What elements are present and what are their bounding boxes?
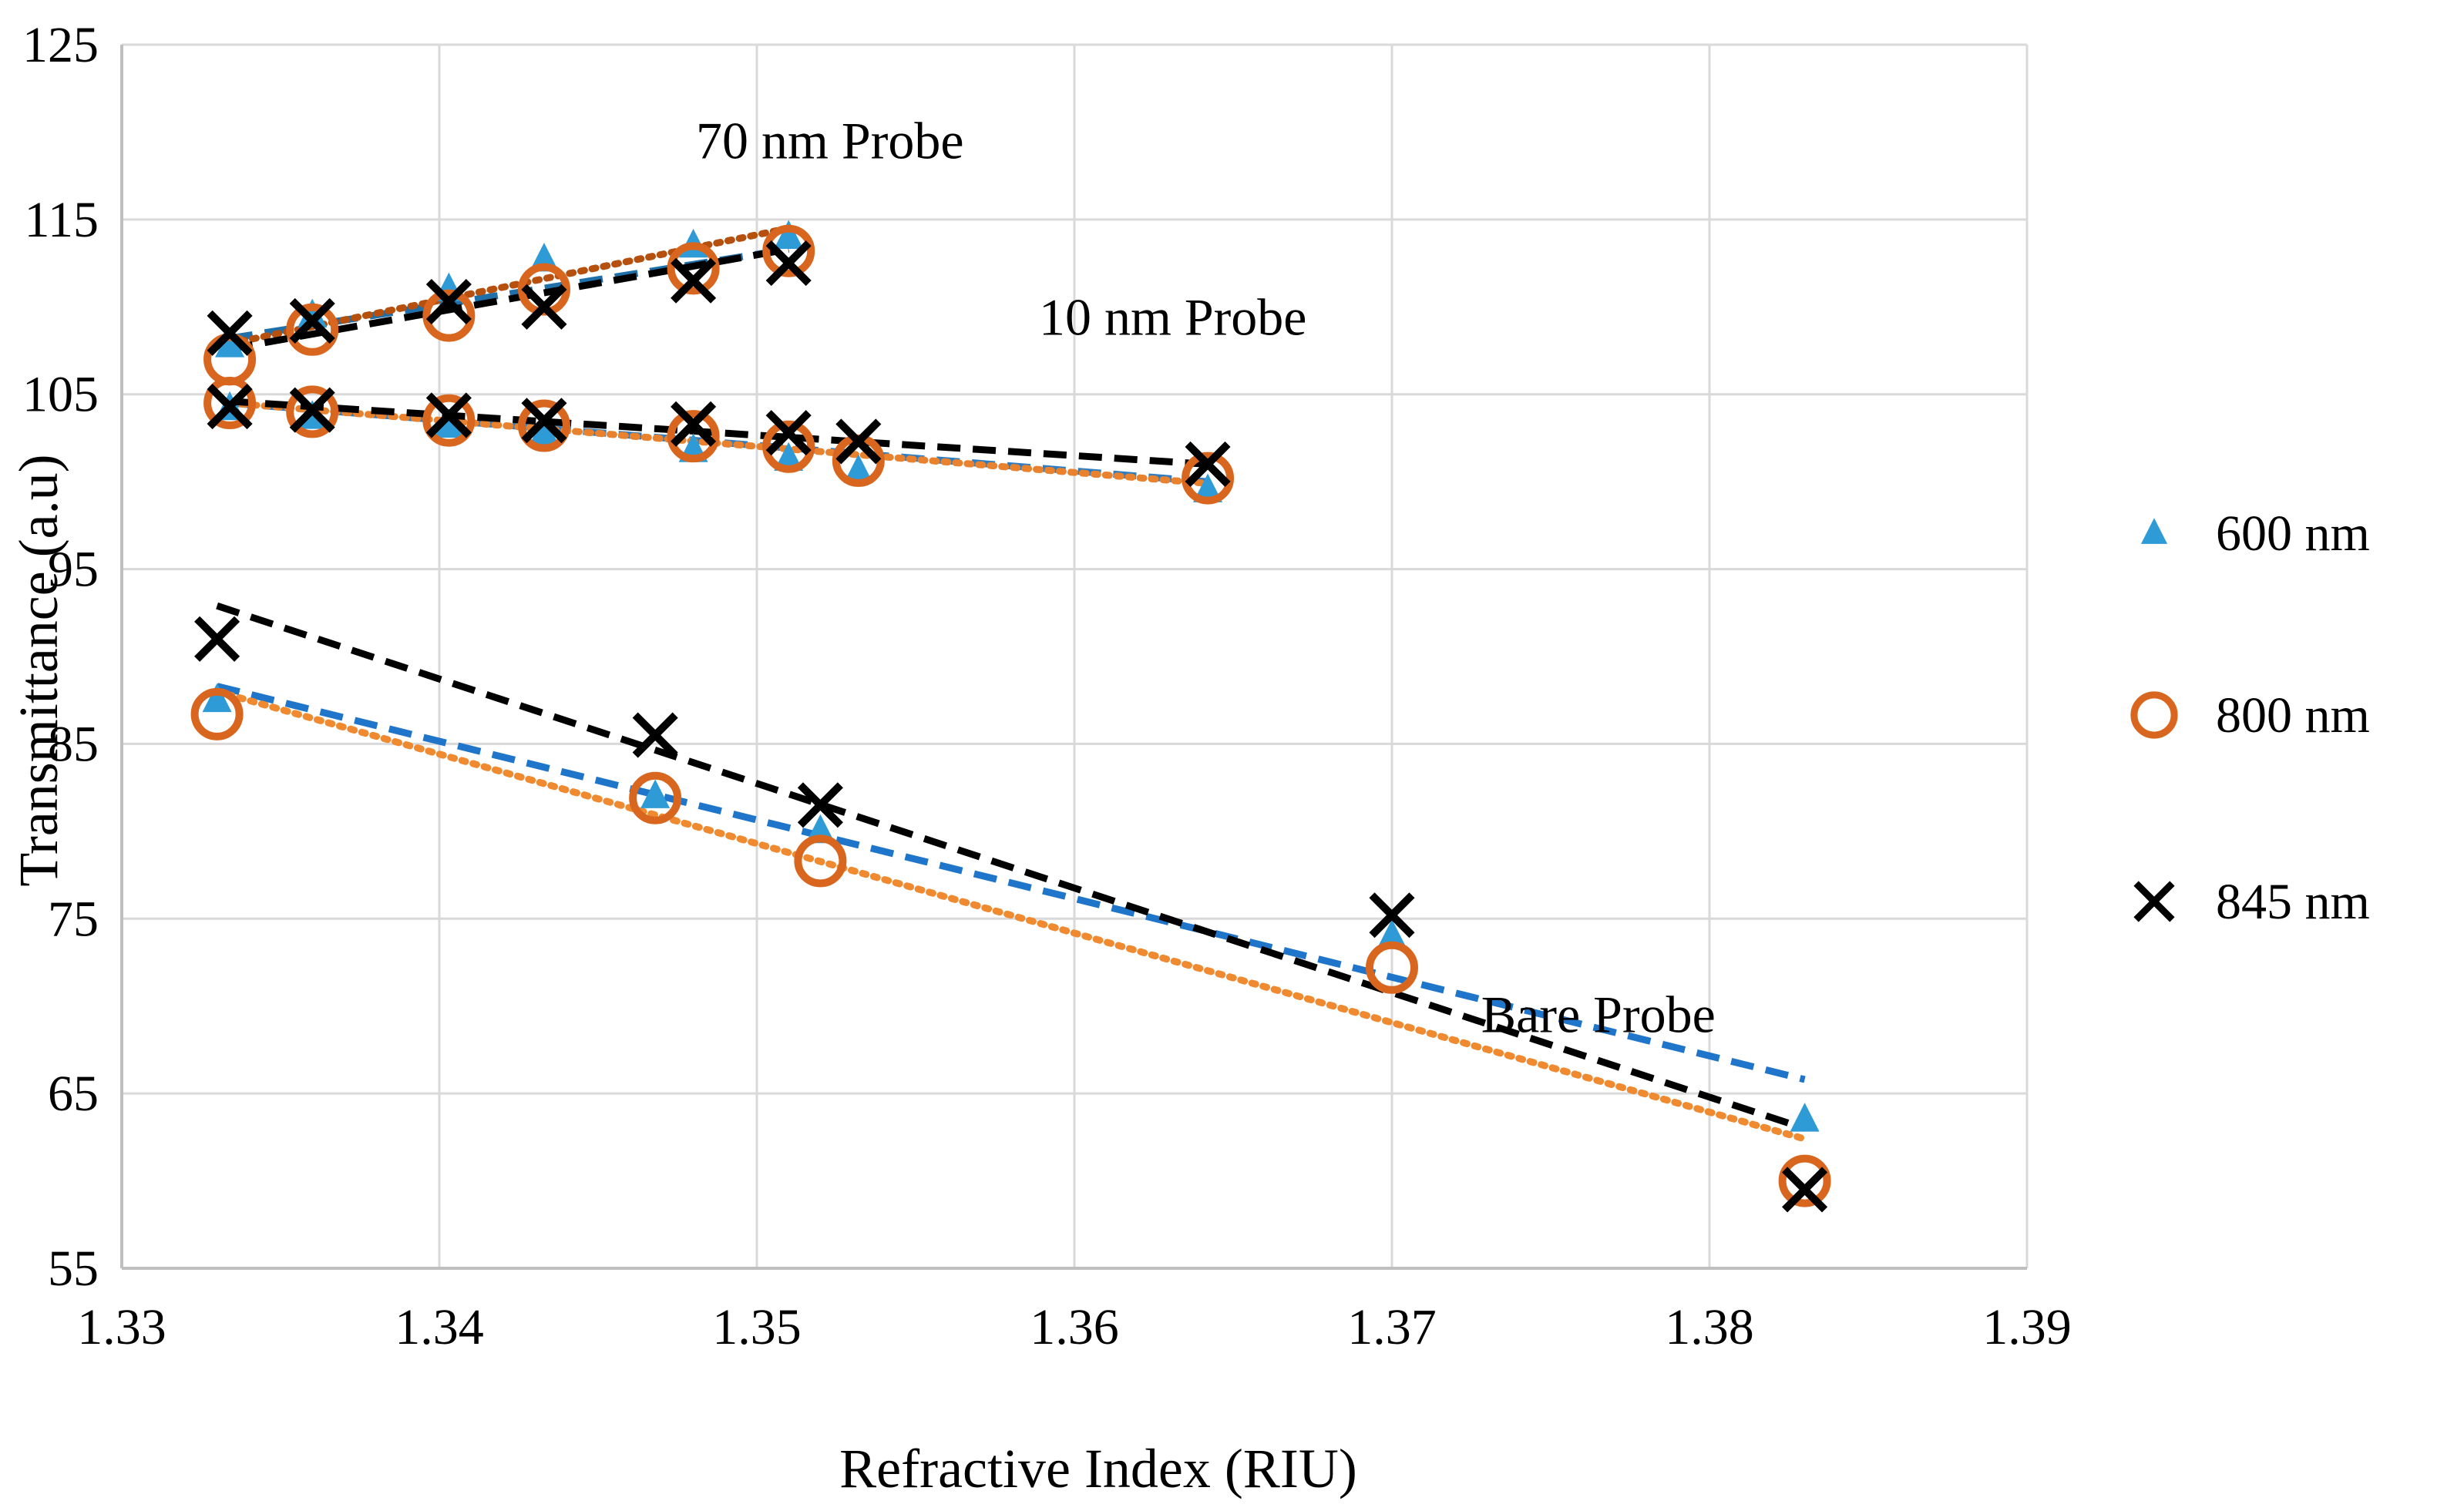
trendline-600-nm [216,683,1806,1083]
point-600-nm [434,408,464,438]
point-800-nm [794,834,847,888]
point-800-nm [1778,1154,1831,1207]
point-845-nm [671,401,717,447]
point-800-nm [422,394,476,447]
trendlines [213,224,1809,1143]
point-800-nm [762,224,815,277]
annotations: 70 nm Probe 10 nm Probe Bare Probe [696,111,1716,1043]
point-845-nm [797,782,843,828]
y-tick-label: 115 [24,192,99,248]
point-600-nm [202,683,232,713]
point-845-nm [194,616,240,662]
data-points [190,220,1831,1213]
point-845-nm [289,297,335,344]
point-845-nm [1185,441,1231,487]
point-845-nm [207,310,253,356]
point-600-nm [1377,918,1407,949]
point-800-nm [286,385,339,438]
point-800-nm [517,399,570,452]
trendline-800-nm [213,687,1809,1143]
point-845-nm [765,410,812,456]
point-800-nm [190,687,244,740]
x-tick-label: 1.38 [1665,1299,1754,1355]
point-845-nm [671,257,717,304]
legend-item: 845 nm [2133,874,2370,930]
point-845-nm [835,418,882,465]
y-tick-label: 85 [48,716,99,772]
axes [120,45,2027,1270]
point-600-nm [1193,473,1223,502]
point-800-nm [286,303,339,356]
legend-marker-600-nm [2140,518,2168,544]
point-845-nm [521,284,567,330]
y-tick-label: 55 [48,1241,99,1297]
point-845-nm [1369,892,1415,938]
legend-label: 845 nm [2216,874,2370,930]
x-tick-label: 1.33 [77,1299,166,1355]
point-600-nm [843,454,873,483]
legend-item: 600 nm [2140,505,2370,562]
point-845-nm [425,278,472,325]
point-800-nm [1366,941,1418,994]
point-845-nm [1782,1167,1828,1213]
point-845-nm [765,240,812,287]
point-845-nm [632,712,678,758]
y-tick-label: 125 [22,17,99,73]
trendline-845-nm [229,398,1208,468]
point-845-nm [207,384,253,430]
point-800-nm [629,771,682,824]
legend-marker-800-nm [2130,691,2178,739]
trendline-845-nm [229,245,789,353]
point-600-nm [640,779,671,808]
x-tick-label: 1.34 [395,1299,484,1355]
x-tick-label: 1.39 [1982,1299,2072,1355]
point-600-nm [774,442,804,472]
legend-label: 800 nm [2216,687,2370,744]
point-845-nm [521,398,567,444]
gridlines [122,43,2029,1268]
point-600-nm [215,328,245,358]
point-800-nm [203,377,257,430]
legend-marker-845-nm [2133,881,2175,922]
y-tick-label: 95 [48,542,99,598]
x-tick-label: 1.37 [1347,1299,1437,1355]
trendline-845-nm [216,602,1807,1132]
point-600-nm [297,298,328,328]
point-800-nm [422,289,476,342]
annotation-label: 10 nm Probe [1039,288,1307,347]
annotation-label: Bare Probe [1481,986,1716,1044]
y-tick-labels: 55 65 75 85 95 105 115 125 [22,17,99,1297]
legend-label: 600 nm [2216,505,2370,562]
point-800-nm [1182,452,1235,505]
point-845-nm [425,392,472,438]
y-tick-label: 75 [48,891,99,947]
legend-item: 800 nm [2130,687,2370,744]
x-tick-label: 1.36 [1030,1299,1119,1355]
point-600-nm [1790,1103,1820,1132]
point-800-nm [667,410,720,463]
x-tick-labels: 1.33 1.34 1.35 1.36 1.37 1.38 1.39 [77,1299,2072,1355]
x-axis-title: Refractive Index (RIU) [839,1438,1357,1499]
y-tick-label: 65 [48,1066,99,1122]
point-845-nm [289,387,335,433]
point-800-nm [667,242,720,295]
legend: 600 nm 800 nm 845 nm [2130,505,2370,930]
point-800-nm [762,420,815,473]
y-tick-label: 105 [22,367,99,423]
y-axis-title: Transmittance (a.u) [8,454,69,886]
annotation-label: 70 nm Probe [696,111,964,170]
point-600-nm [774,220,804,249]
point-600-nm [529,415,559,445]
x-tick-label: 1.35 [712,1299,802,1355]
trendline-800-nm [226,399,1212,487]
